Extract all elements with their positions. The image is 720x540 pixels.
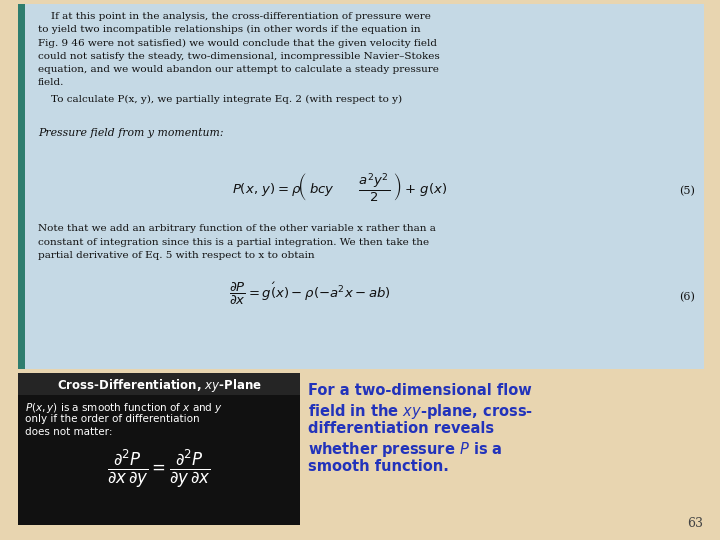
Text: 63: 63	[687, 517, 703, 530]
Text: $\mathit{P}(x, y)$ is a smooth function of $\mathit{x}$ and $\mathit{y}$: $\mathit{P}(x, y)$ is a smooth function …	[25, 401, 223, 415]
Text: whether pressure $\mathit{P}$ is a: whether pressure $\mathit{P}$ is a	[308, 440, 503, 459]
FancyBboxPatch shape	[18, 373, 300, 525]
Text: $P(x,\, y) = \rho\!\left(\; bcy \qquad \dfrac{a^2 y^2}{2} \;\right) +\, g(x)$: $P(x,\, y) = \rho\!\left(\; bcy \qquad \…	[233, 172, 448, 205]
Text: differentiation reveals: differentiation reveals	[308, 421, 494, 436]
Text: (6): (6)	[679, 292, 695, 302]
Text: could not satisfy the steady, two-dimensional, incompressible Navier–Stokes: could not satisfy the steady, two-dimens…	[38, 52, 440, 60]
Text: (5): (5)	[679, 186, 695, 197]
Text: $\dfrac{\partial P}{\partial x} = g\'(x) - \rho(-a^2 x - ab)$: $\dfrac{\partial P}{\partial x} = g\'(x)…	[229, 280, 391, 307]
Text: field in the $\mathit{xy}$-plane, cross-: field in the $\mathit{xy}$-plane, cross-	[308, 402, 533, 421]
FancyBboxPatch shape	[18, 4, 25, 369]
Text: constant of integration since this is a partial integration. We then take the: constant of integration since this is a …	[38, 238, 429, 247]
Text: For a two-dimensional flow: For a two-dimensional flow	[308, 383, 532, 398]
Text: Pressure field from y momentum:: Pressure field from y momentum:	[38, 129, 223, 138]
Text: $\dfrac{\partial^2 P}{\partial x\,\partial y} = \dfrac{\partial^2 P}{\partial y\: $\dfrac{\partial^2 P}{\partial x\,\parti…	[107, 448, 211, 490]
Text: to yield two incompatible relationships (in other words if the equation in: to yield two incompatible relationships …	[38, 25, 420, 35]
Text: equation, and we would abandon our attempt to calculate a steady pressure: equation, and we would abandon our attem…	[38, 65, 439, 74]
Text: field.: field.	[38, 78, 64, 87]
Text: partial derivative of Eq. 5 with respect to x to obtain: partial derivative of Eq. 5 with respect…	[38, 251, 315, 260]
Text: To calculate P(x, y), we partially integrate Eq. 2 (with respect to y): To calculate P(x, y), we partially integ…	[38, 95, 402, 104]
Text: Cross-Differentiation, $\mathit{xy}$-Plane: Cross-Differentiation, $\mathit{xy}$-Pla…	[57, 377, 261, 394]
Text: Fig. 9 46 were not satisfied) we would conclude that the given velocity field: Fig. 9 46 were not satisfied) we would c…	[38, 38, 437, 48]
Text: If at this point in the analysis, the cross-differentiation of pressure were: If at this point in the analysis, the cr…	[38, 12, 431, 21]
Text: does not matter:: does not matter:	[25, 427, 112, 437]
FancyBboxPatch shape	[18, 373, 300, 395]
FancyBboxPatch shape	[18, 4, 704, 369]
Text: smooth function.: smooth function.	[308, 459, 449, 474]
Text: only if the order of differentiation: only if the order of differentiation	[25, 414, 199, 424]
Text: Note that we add an arbitrary function of the other variable x rather than a: Note that we add an arbitrary function o…	[38, 225, 436, 233]
